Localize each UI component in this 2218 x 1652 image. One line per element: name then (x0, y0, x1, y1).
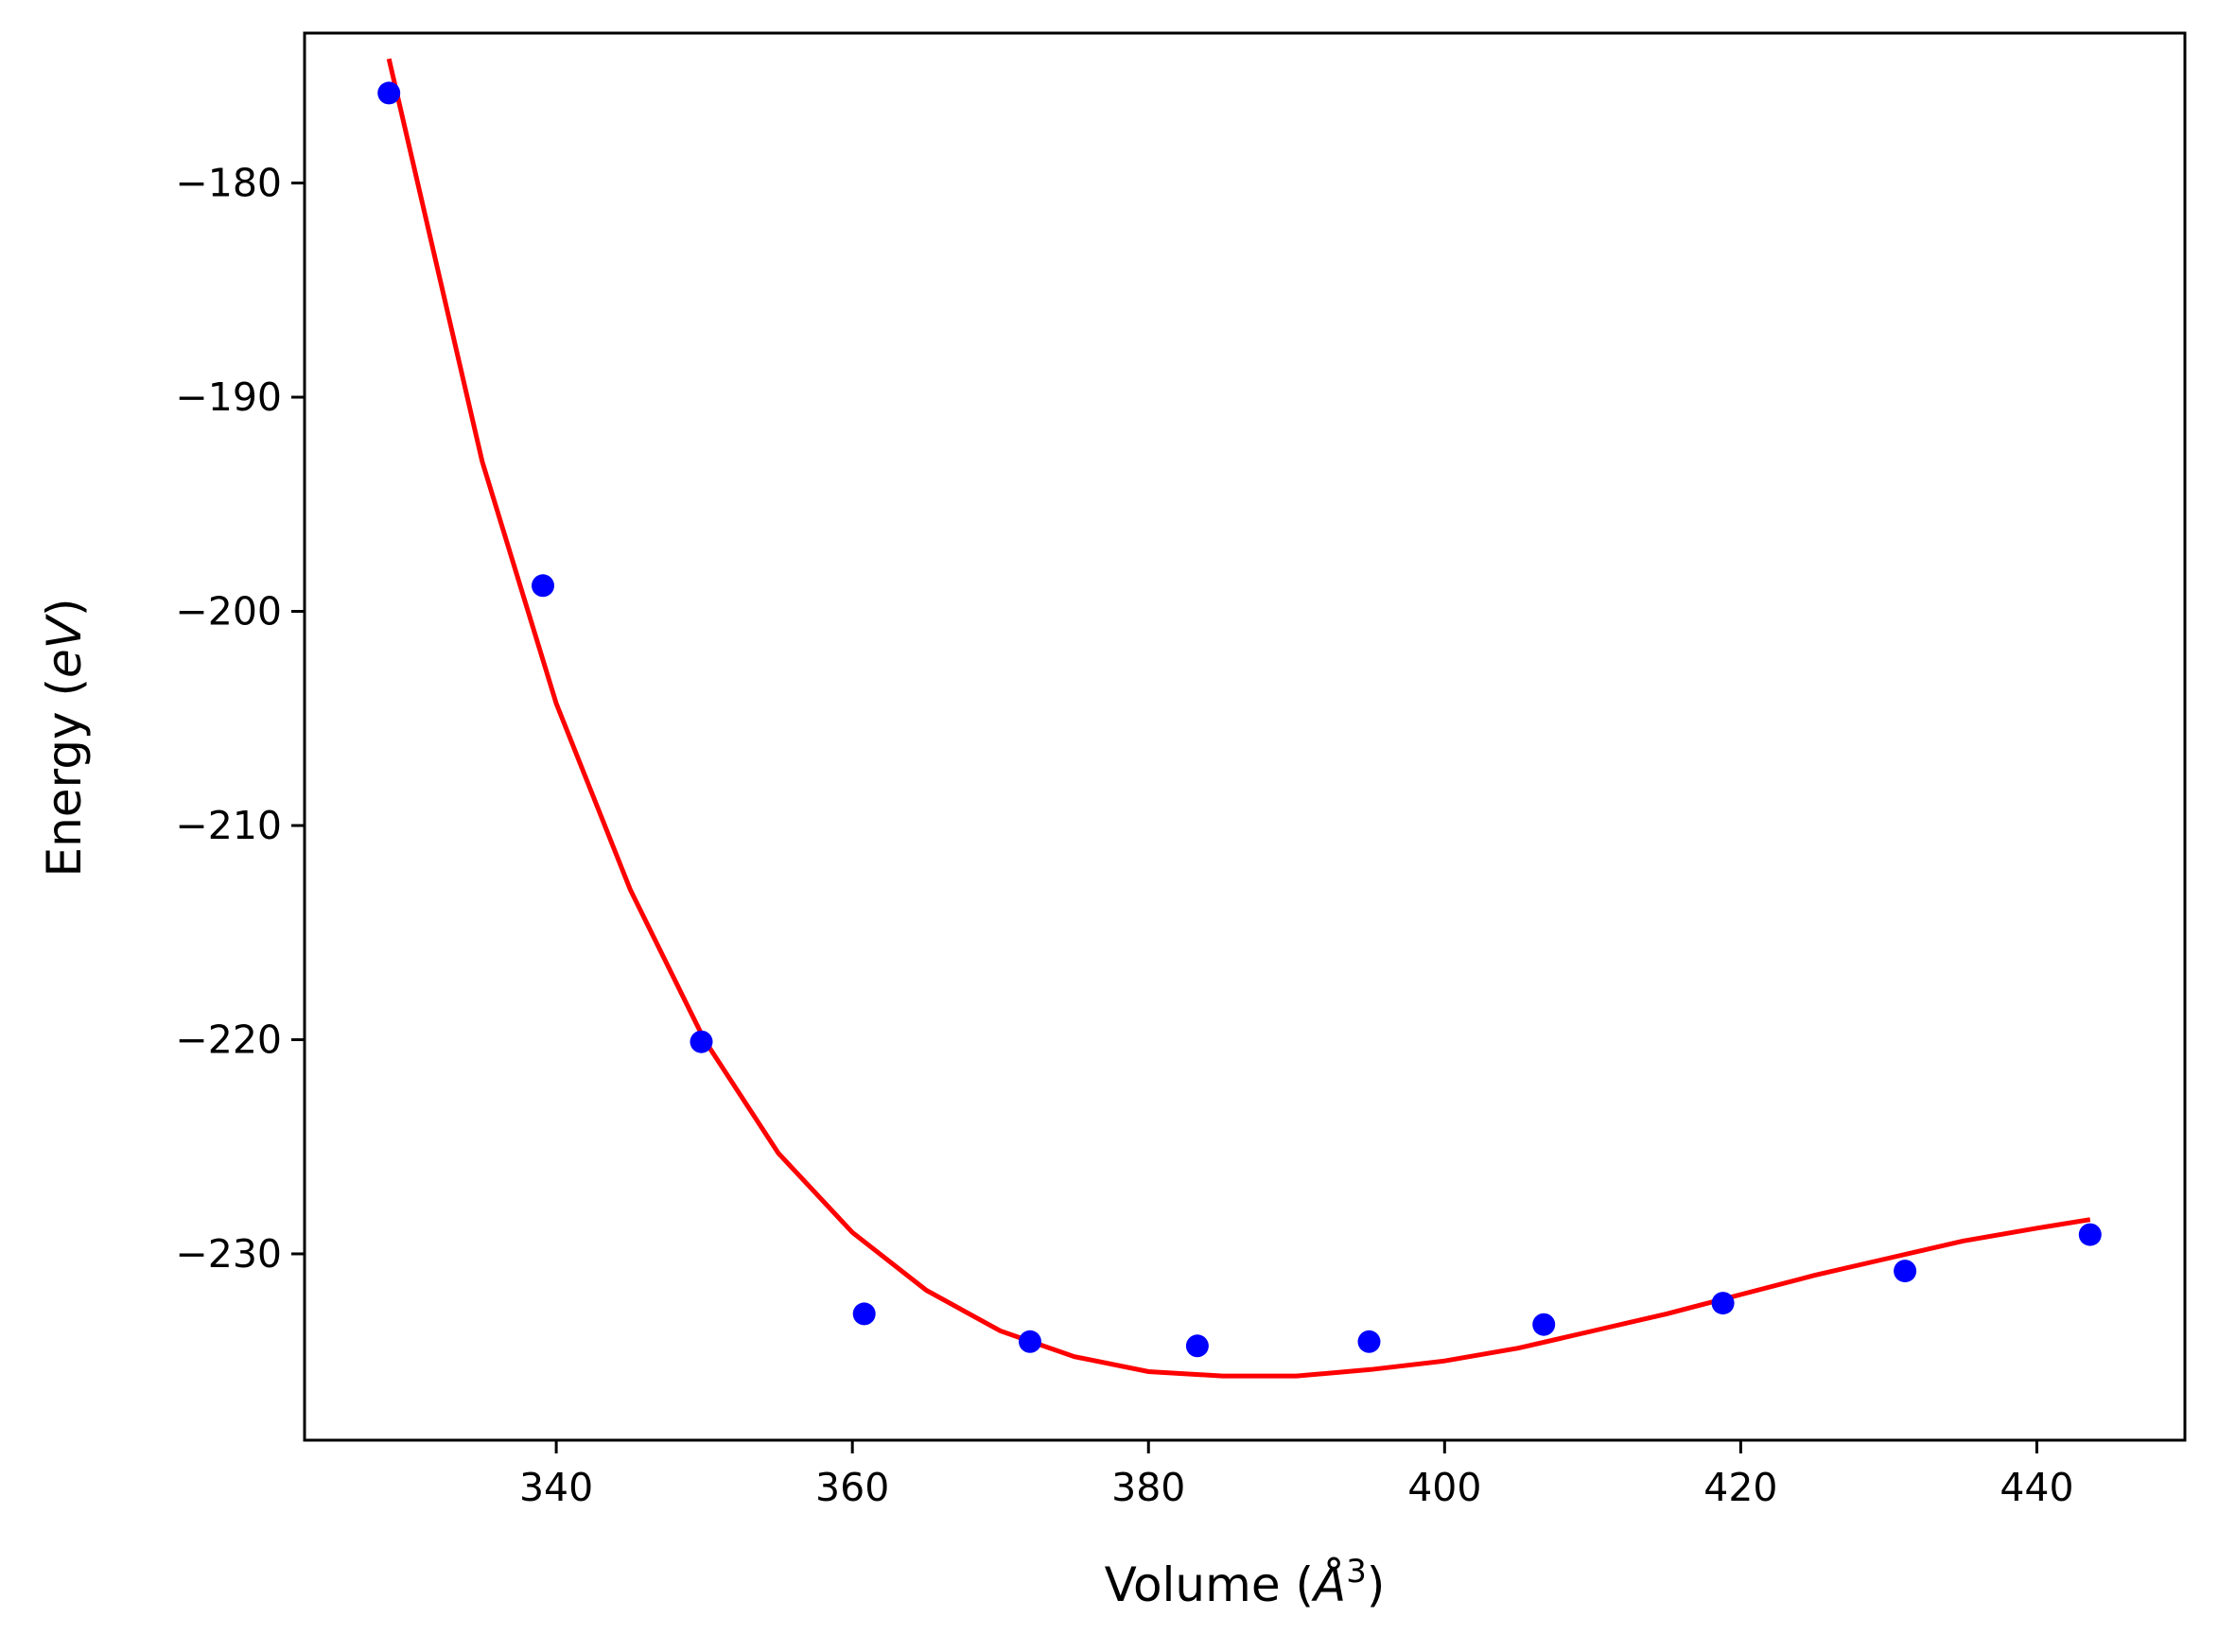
data-point (1019, 1330, 1041, 1353)
y-tick-label: −190 (175, 374, 282, 420)
data-point (1894, 1260, 1917, 1283)
data-point (690, 1030, 713, 1053)
data-point (532, 574, 554, 598)
plot-frame (303, 31, 2187, 1442)
y-axis-title: Energy (eV) (37, 599, 92, 878)
data-point (1711, 1292, 1735, 1315)
y-tick-label: −180 (175, 161, 282, 206)
x-axis-title-suffix: ) (1367, 1557, 1386, 1612)
x-tick-label: 340 (519, 1465, 593, 1510)
y-axis-title-prefix: Energy ( (37, 678, 92, 877)
x-tick-label: 380 (1111, 1465, 1185, 1510)
y-tick-label: −210 (175, 803, 282, 848)
y-tick-label: −230 (175, 1231, 282, 1277)
x-tick-label: 400 (1407, 1465, 1481, 1510)
x-axis-title-prefix: Volume ( (1105, 1557, 1314, 1612)
y-axis-title-suffix: ) (37, 599, 92, 617)
data-point (377, 81, 401, 105)
data-point (852, 1302, 876, 1326)
x-tick-label: 360 (815, 1465, 889, 1510)
x-axis-title: Volume (Å3) (1105, 1553, 1386, 1612)
fit-curve-line (386, 58, 2091, 1379)
y-tick-label: −200 (175, 589, 282, 635)
data-point (1532, 1313, 1556, 1336)
x-axis-title-symbol: Å (1311, 1557, 1346, 1612)
data-point (1357, 1330, 1381, 1353)
data-point (1185, 1334, 1209, 1358)
data-point (2078, 1223, 2102, 1246)
y-tick-label: −220 (175, 1017, 282, 1062)
x-tick-label: 440 (2000, 1465, 2073, 1510)
x-tick-label: 420 (1703, 1465, 1777, 1510)
y-axis-title-unit: eV (37, 613, 92, 678)
x-axis-title-sup: 3 (1346, 1553, 1367, 1591)
